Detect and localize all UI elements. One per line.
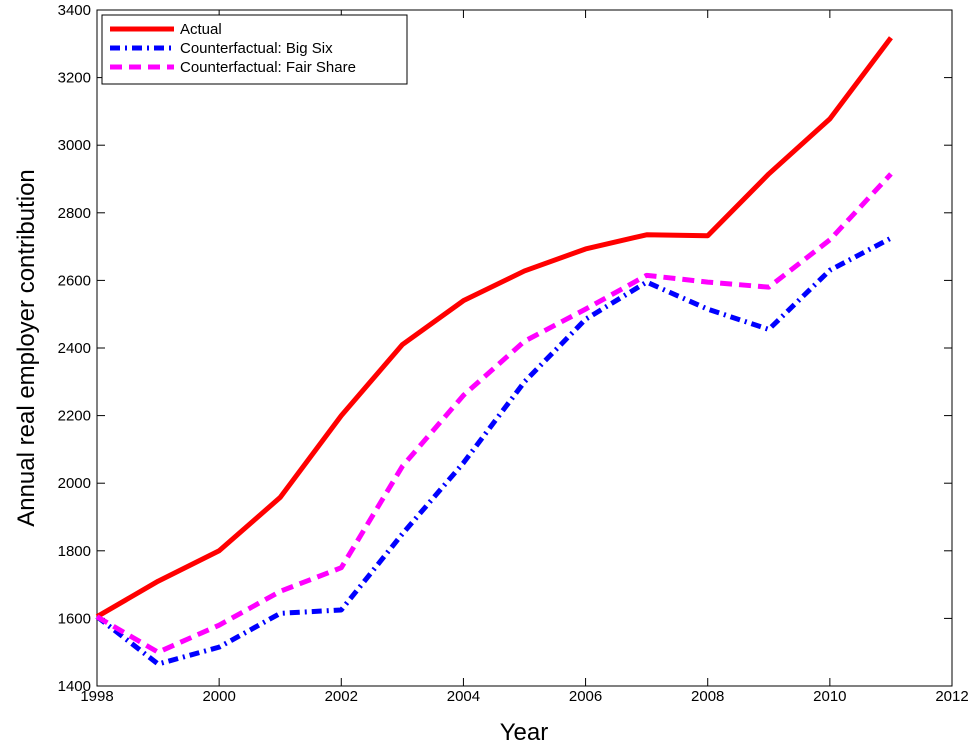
x-tick-label: 2012 (935, 688, 968, 705)
y-tick-label: 2400 (58, 340, 91, 357)
y-tick-label: 1800 (58, 543, 91, 560)
x-tick-label: 2004 (447, 688, 480, 705)
x-tick-label: 2010 (813, 688, 846, 705)
y-tick-label: 2600 (58, 272, 91, 289)
series-line (95, 172, 893, 655)
y-tick-label: 3400 (58, 2, 91, 19)
x-tick-label: 2002 (325, 688, 358, 705)
series-line (95, 36, 893, 619)
x-tick-label: 2008 (691, 688, 724, 705)
y-axis-label: Annual real employer contribution (13, 169, 40, 527)
x-tick-label: 2000 (202, 688, 235, 705)
y-tick-label: 2200 (58, 408, 91, 425)
legend-label: Counterfactual: Big Six (180, 40, 333, 57)
x-tick-label: 2006 (569, 688, 602, 705)
y-tick-label: 1600 (58, 610, 91, 627)
x-tick-label: 1998 (80, 688, 113, 705)
legend-label: Counterfactual: Fair Share (180, 59, 356, 76)
y-tick-label: 3000 (58, 137, 91, 154)
y-tick-label: 2000 (58, 475, 91, 492)
y-tick-label: 3200 (58, 70, 91, 87)
x-axis-label: Year (500, 719, 549, 746)
y-tick-label: 2800 (58, 205, 91, 222)
legend-label: Actual (180, 21, 222, 38)
series-line (95, 235, 893, 667)
y-tick-label: 1400 (58, 678, 91, 695)
